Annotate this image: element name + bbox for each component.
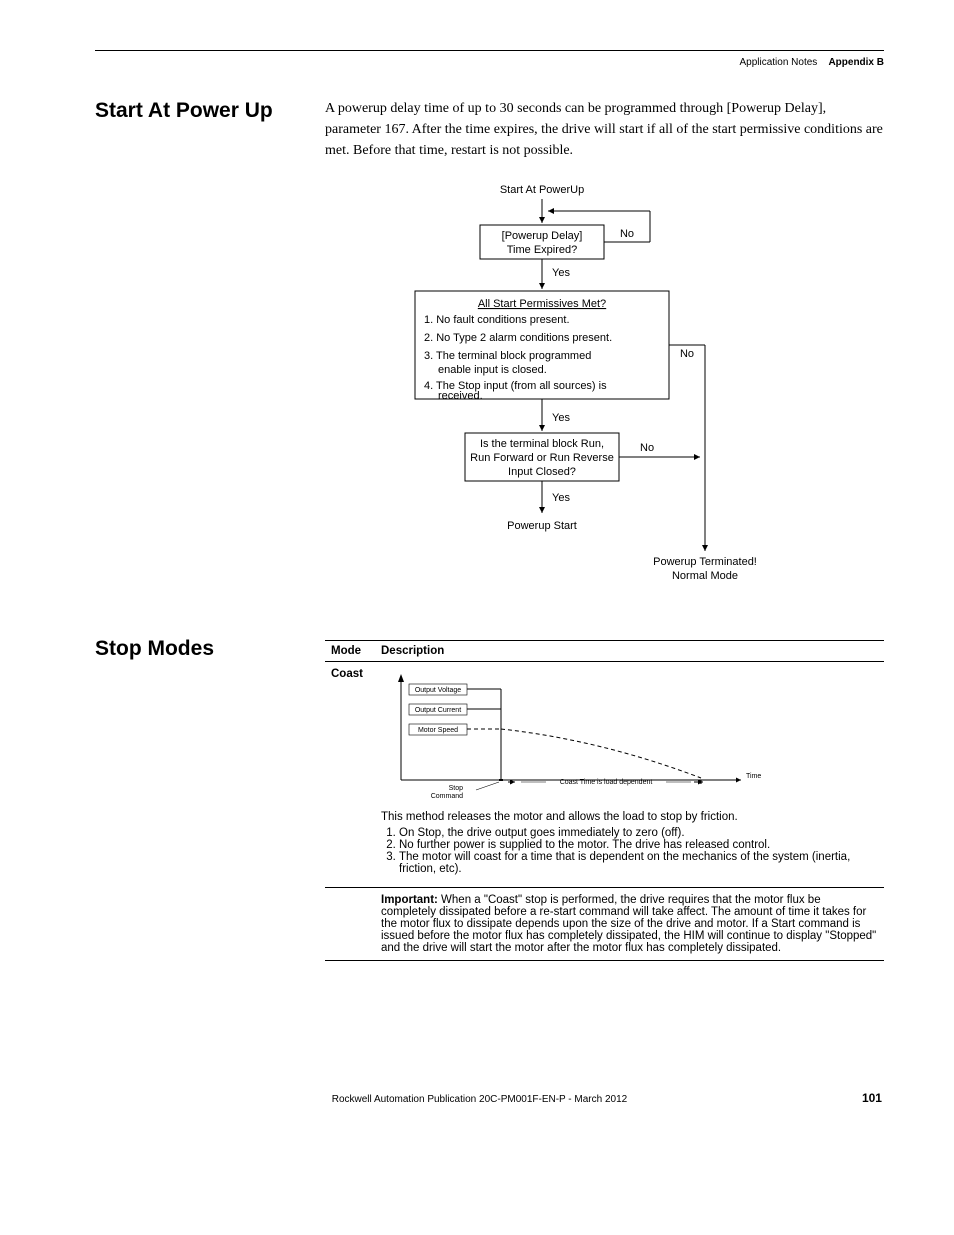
fc-box3-l2: Run Forward or Run Reverse [470,452,614,464]
fc-box1-l1: [Powerup Delay] [502,230,583,242]
fc-box2-2: 2. No Type 2 alarm conditions present. [424,332,612,344]
td-mode: Coast [325,662,375,888]
fc-box2-3a: 3. The terminal block programmed [424,350,591,362]
fc-box2-1: 1. No fault conditions present. [424,314,570,326]
fc-box2-no: No [680,348,694,360]
footer-page: 101 [862,1091,882,1105]
cd-time: Time [746,773,761,780]
cd-stop2: Command [431,793,463,800]
running-header: Application Notes Appendix B [95,57,884,68]
fc-box2-title: All Start Permissives Met? [478,298,606,310]
footer-pub: Rockwell Automation Publication 20C-PM00… [332,1094,628,1105]
important-label: Important: [381,894,438,906]
cd-speed: Motor Speed [418,727,458,734]
fc-box2-4b: received. [438,390,483,402]
fc-box3-l1: Is the terminal block Run, [480,438,604,450]
fc-box1-l2: Time Expired? [507,244,578,256]
header-category: Application Notes [739,57,817,68]
fc-box2-yes: Yes [552,412,570,424]
fc-box2-3b: enable input is closed. [438,364,547,376]
fc-box3-l3: Input Closed? [508,466,576,478]
important-text: When a "Coast" stop is performed, the dr… [381,894,876,954]
td-mode-empty [325,888,375,961]
td-important: Important: When a "Coast" stop is perfor… [375,888,884,961]
fc-box1-yes: Yes [552,267,570,279]
header-appendix: Appendix B [828,57,884,68]
desc-2: No further power is supplied to the moto… [399,839,878,851]
fc-box3-no: No [640,442,654,454]
th-mode: Mode [325,641,375,662]
cd-current: Output Current [415,707,461,714]
fc-out-left: Powerup Start [507,520,577,532]
fc-out-right2: Normal Mode [672,570,738,582]
desc-intro: This method releases the motor and allow… [381,811,878,823]
fc-box1-no: No [620,228,634,240]
desc-1: On Stop, the drive output goes immediate… [399,827,878,839]
stop-modes-table: Mode Description Coast [325,640,884,961]
cd-voltage: Output Voltage [415,687,461,694]
fc-title: Start At PowerUp [500,184,584,196]
section2-heading: Stop Modes [95,636,305,661]
desc-list: On Stop, the drive output goes immediate… [381,827,878,875]
flowchart: Start At PowerUp [Powerup Delay] Time Ex… [370,181,884,606]
desc-3: The motor will coast for a time that is … [399,851,878,875]
section1-body: A powerup delay time of up to 30 seconds… [325,98,884,161]
section1-heading: Start At Power Up [95,98,305,123]
cd-coast: Coast Time is load dependent [560,779,653,786]
cd-stop1: Stop [449,785,464,792]
td-desc: Time Output Voltage Output Current [375,662,884,888]
fc-out-right1: Powerup Terminated! [653,556,757,568]
fc-box3-yes: Yes [552,492,570,504]
footer: Rockwell Automation Publication 20C-PM00… [95,1091,884,1105]
th-desc: Description [375,641,884,662]
coast-diagram: Time Output Voltage Output Current [381,670,878,803]
header-rule [95,50,884,51]
